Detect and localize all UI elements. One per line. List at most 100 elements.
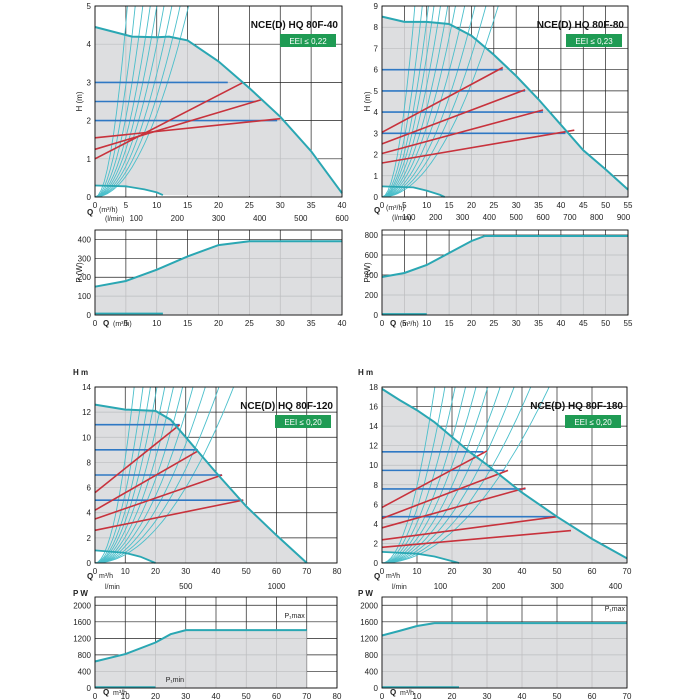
proportional-pressure-line <box>381 487 526 529</box>
x2-axis-unit: (l/min) <box>105 216 124 223</box>
x-tick-label: 40 <box>338 201 347 210</box>
system-curve <box>95 6 165 197</box>
x-tick-label: 0 <box>93 692 98 700</box>
x2-tick-label: 300 <box>550 582 564 591</box>
max-speed-curve <box>94 26 343 194</box>
max-speed-curve <box>381 15 629 191</box>
y-tick-label: 0 <box>374 684 379 693</box>
x-tick-label: 10 <box>413 567 422 576</box>
x-tick-label: 80 <box>333 567 342 576</box>
x-tick-label: 20 <box>214 319 223 328</box>
x-tick-label: 45 <box>579 201 588 210</box>
x-tick-label: 80 <box>333 692 342 700</box>
y-tick-label: 1200 <box>360 634 378 643</box>
y-tick-label: 1 <box>374 172 379 181</box>
y-tick-label: 3 <box>374 129 379 138</box>
system-curve <box>382 387 436 563</box>
x-tick-label: 20 <box>467 201 476 210</box>
x-tick-label: 60 <box>588 567 597 576</box>
eei-badge-label: EEI ≤ 0,22 <box>289 37 327 46</box>
operating-area <box>95 404 307 563</box>
system-curve <box>382 6 476 197</box>
plot-frame <box>94 596 338 689</box>
x-tick-label: 5 <box>124 319 129 328</box>
x-tick-label: 10 <box>413 692 422 700</box>
x-tick-label: 30 <box>181 567 190 576</box>
plot-frame <box>381 386 628 564</box>
x-axis-label: Q <box>390 319 396 328</box>
y-tick-label: 2 <box>87 534 92 543</box>
x-axis-label: Q <box>103 688 109 697</box>
x-tick-label: 40 <box>212 692 221 700</box>
x-tick-label: 10 <box>121 692 130 700</box>
system-curve <box>382 6 487 197</box>
x-tick-label: 60 <box>588 692 597 700</box>
x-tick-label: 10 <box>152 319 161 328</box>
chart-panel-4: NCE(D) HQ 80F-180 EEI ≤ 0,20 0 2 4 6 8 10 12 14 16… <box>358 368 632 591</box>
y-tick-label: 4 <box>87 509 92 518</box>
x-axis-unit: m³/h <box>113 690 127 697</box>
system-curve <box>95 387 220 563</box>
x-tick-label: 0 <box>380 567 385 576</box>
y-tick-label: 1600 <box>360 618 378 627</box>
system-curves <box>382 6 499 197</box>
y-tick-label: 400 <box>78 667 92 676</box>
x2-tick-label: 500 <box>510 213 524 222</box>
system-curve <box>382 6 499 197</box>
y-tick-label: 2 <box>374 151 379 160</box>
p-max-curve <box>381 235 628 278</box>
x-axis-unit: m³/h <box>386 573 400 580</box>
operating-area <box>382 388 627 563</box>
x2-tick-label: 500 <box>179 582 193 591</box>
eei-badge-label: EEI ≤ 0,20 <box>284 418 322 427</box>
power-area <box>382 623 627 688</box>
x-tick-label: 25 <box>489 319 498 328</box>
system-curve <box>95 387 206 563</box>
y-tick-label: 1 <box>87 155 92 164</box>
x-tick-label: 30 <box>512 319 521 328</box>
x-axis-unit: (m³/h) <box>400 321 419 328</box>
system-curves <box>95 6 190 197</box>
y-tick-label: 16 <box>369 403 378 412</box>
x2-tick-label: 600 <box>335 214 349 223</box>
plot-frame <box>381 5 629 198</box>
x-tick-label: 30 <box>512 201 521 210</box>
max-speed-curve <box>94 403 308 564</box>
x2-tick-label: 900 <box>617 213 631 222</box>
x-axis-unit: (m³/h) <box>386 205 405 212</box>
x-tick-label: 0 <box>380 692 385 700</box>
x-tick-label: 20 <box>151 692 160 700</box>
y-tick-label: 300 <box>78 254 92 263</box>
proportional-pressure-line <box>381 469 509 520</box>
system-curve <box>382 387 532 563</box>
system-curve <box>382 387 477 563</box>
y-tick-label: 3 <box>87 78 92 87</box>
x-tick-label: 10 <box>422 201 431 210</box>
x-tick-label: 50 <box>553 567 562 576</box>
x-tick-label: 15 <box>445 201 454 210</box>
plot-frame <box>94 5 343 198</box>
x-tick-label: 20 <box>467 319 476 328</box>
system-curve <box>95 387 184 563</box>
system-curve <box>95 387 174 563</box>
p-max-curve <box>94 240 342 288</box>
x-tick-label: 50 <box>242 692 251 700</box>
eei-badge <box>566 34 622 47</box>
x2-axis-unit: l/min <box>105 584 120 591</box>
x-tick-label: 40 <box>518 567 527 576</box>
x-axis-label: Q <box>87 208 93 217</box>
chart-panel-8: 0 400 800 1200 1600 2000 P₁max P W 10 20 30 40 50 60 7… <box>358 589 632 700</box>
y-tick-label: 10 <box>82 433 91 442</box>
system-curve <box>95 387 166 563</box>
x2-tick-label: 400 <box>253 214 267 223</box>
x-tick-label: 15 <box>445 319 454 328</box>
system-curve <box>382 6 441 197</box>
x-tick-label: 0 <box>380 201 385 210</box>
power-area <box>95 630 307 688</box>
x-tick-label: 15 <box>183 319 192 328</box>
x-tick-label: 50 <box>601 201 610 210</box>
x-tick-label: 0 <box>93 319 98 328</box>
y-tick-label: 4 <box>374 108 379 117</box>
